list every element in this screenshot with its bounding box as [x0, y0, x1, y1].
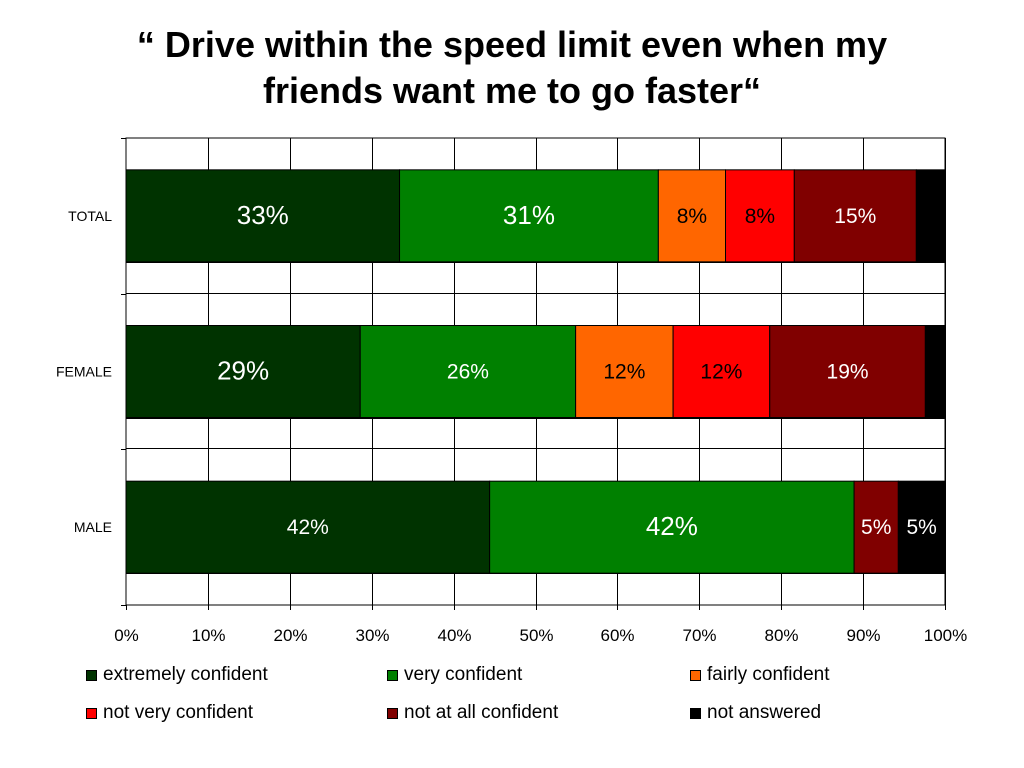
x-tick-label: 20% [273, 626, 307, 645]
x-tick-label: 80% [764, 626, 798, 645]
bar-female-not-answered [925, 326, 945, 418]
data-label: 15% [834, 205, 876, 228]
bar-total-not-answered [916, 170, 945, 262]
data-label: 8% [677, 205, 707, 228]
category-label-male: MALE [74, 519, 112, 535]
x-tick-label: 100% [924, 626, 967, 645]
x-tick-label: 30% [355, 626, 389, 645]
data-label: 12% [700, 361, 742, 384]
data-label: 42% [287, 516, 329, 539]
stacked-bar-chart: 33% 31% 8% 8% 15% TOTAL 29% 26% 12% 12% 19% FEMALE 4… [0, 0, 1024, 768]
data-label: 31% [503, 200, 555, 230]
data-label: 8% [745, 205, 775, 228]
x-tick-label: 90% [846, 626, 880, 645]
data-label: 33% [237, 200, 289, 230]
data-label: 42% [646, 511, 698, 541]
x-tick-label: 0% [114, 626, 139, 645]
data-label: 29% [217, 356, 269, 386]
x-tick-label: 10% [191, 626, 225, 645]
data-label: 5% [861, 516, 891, 539]
x-tick-label: 40% [437, 626, 471, 645]
data-label: 19% [827, 361, 869, 384]
data-label: 12% [603, 361, 645, 384]
x-tick-label: 70% [682, 626, 716, 645]
category-label-female: FEMALE [56, 364, 112, 380]
x-tick-label: 60% [600, 626, 634, 645]
x-tick-label: 50% [519, 626, 553, 645]
category-label-total: TOTAL [68, 208, 112, 224]
data-label: 5% [906, 516, 936, 539]
data-label: 26% [447, 361, 489, 384]
